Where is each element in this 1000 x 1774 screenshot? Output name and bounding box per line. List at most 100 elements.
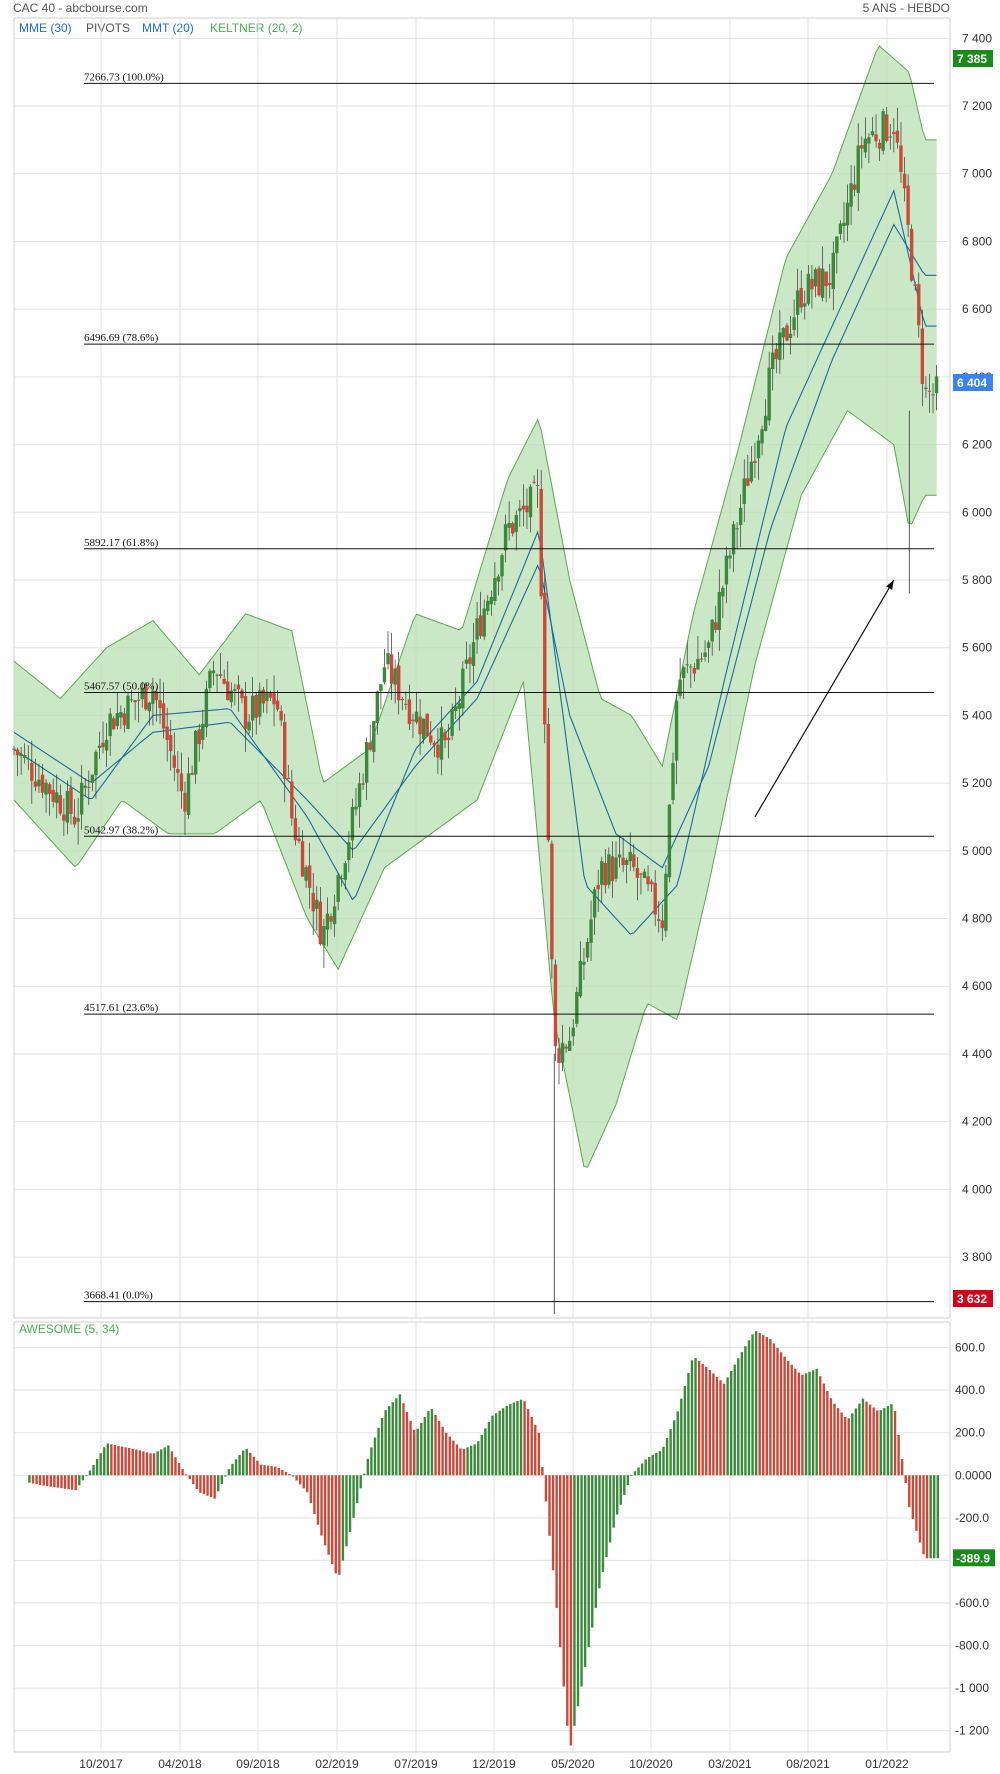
ao-bar (865, 1401, 868, 1476)
ao-bar (715, 1376, 719, 1476)
ao-bar (776, 1347, 779, 1476)
ao-bar (341, 1475, 345, 1561)
candle-body (340, 878, 344, 880)
ao-bar (737, 1358, 740, 1476)
candle-body (575, 992, 579, 1024)
ao-bar (879, 1410, 882, 1476)
candle-body (197, 729, 201, 745)
ao-bar (794, 1368, 797, 1476)
ao-tick-label: 0.0000 (955, 1468, 992, 1482)
ao-bar (680, 1398, 683, 1476)
candle-body (354, 806, 358, 810)
candle-body (489, 596, 494, 605)
ao-tick-label: -800.0 (955, 1639, 989, 1653)
candle-body (421, 718, 426, 740)
candle-body (15, 749, 20, 756)
candle-body (924, 387, 928, 390)
candle-body (439, 727, 444, 760)
candle-body (738, 507, 743, 526)
ao-bar (772, 1343, 776, 1476)
ao-bar (690, 1360, 694, 1476)
candle-body (140, 688, 144, 700)
ao-bar (163, 1447, 166, 1476)
ao-bar (801, 1374, 804, 1476)
legend-pivots[interactable]: PIVOTS (86, 21, 130, 35)
badge-ao-last: -389.9 (953, 1549, 995, 1567)
ao-title: AWESOME (5, 34) (19, 1322, 119, 1336)
date-tick-label: 08/2021 (786, 1757, 830, 1771)
candle-body (94, 751, 98, 776)
badge-high: 7 385 (953, 50, 993, 67)
candle-body (909, 228, 914, 281)
candle-body (129, 699, 134, 701)
ao-bar (669, 1429, 672, 1476)
candle-body (614, 857, 618, 879)
ao-bar (259, 1464, 263, 1476)
candle-body (161, 703, 166, 729)
ao-bar (63, 1475, 67, 1489)
candle-body (699, 658, 704, 660)
ao-bar (227, 1469, 231, 1476)
ao-bar (676, 1411, 679, 1476)
candle-body (315, 899, 319, 909)
candle-body (218, 674, 223, 677)
candle-body (40, 774, 45, 793)
ao-bar (858, 1403, 861, 1476)
candle-body (510, 523, 515, 534)
candle-body (254, 694, 258, 718)
candle-body (268, 692, 273, 698)
candle-body (414, 711, 419, 723)
ao-bar (765, 1337, 768, 1476)
ao-bar (612, 1475, 615, 1528)
ao-bar (591, 1475, 594, 1628)
ao-bar (790, 1364, 793, 1476)
candle-body (55, 792, 59, 803)
ao-bar (733, 1364, 736, 1476)
ao-bar (92, 1464, 95, 1476)
legend-mme[interactable]: MME (30) (19, 21, 72, 35)
fib-level-label: 4517.61 (23.6%) (84, 1002, 159, 1014)
ao-bar (103, 1447, 106, 1476)
candle-body (845, 202, 850, 226)
candle-body (692, 667, 697, 674)
ao-bar (142, 1451, 145, 1476)
chart-title: CAC 40 - abcbourse.com (13, 1, 148, 15)
ao-bar (295, 1475, 298, 1481)
candle-body (30, 763, 34, 781)
candle-body (165, 726, 169, 740)
legend-mmt[interactable]: MMT (20) (142, 21, 194, 35)
candle-body (76, 818, 80, 822)
candle-body (461, 668, 465, 709)
ao-bar (78, 1475, 81, 1486)
candle-body (582, 961, 586, 965)
candle-body (90, 774, 95, 783)
ao-bar (138, 1450, 142, 1476)
ao-bar (705, 1366, 708, 1476)
ao-bar (377, 1427, 380, 1476)
candle-body (307, 865, 312, 888)
ao-bar (569, 1475, 573, 1746)
ao-tick-label: -1 200 (955, 1724, 989, 1738)
candle-body (592, 889, 597, 918)
ao-bar (288, 1473, 291, 1476)
candle-body (97, 745, 102, 749)
candle-body (236, 684, 241, 690)
ao-bar (441, 1426, 444, 1476)
ao-bar (81, 1475, 85, 1481)
ao-bar (192, 1475, 195, 1485)
candle-body (279, 711, 283, 721)
ao-bar (740, 1352, 744, 1476)
candle-body (756, 440, 761, 459)
ao-bar (320, 1475, 323, 1536)
candle-body (368, 742, 372, 750)
candle-body (632, 854, 636, 868)
legend-keltner[interactable]: KELTNER (20, 2) (210, 21, 302, 35)
candle-body (742, 478, 746, 504)
ao-bar (184, 1474, 188, 1476)
candle-body (835, 236, 839, 254)
candle-body (261, 689, 266, 704)
candle-body (204, 688, 209, 728)
ao-bar (826, 1390, 829, 1476)
date-tick-label: 03/2021 (708, 1757, 752, 1771)
ao-bar (509, 1404, 512, 1476)
